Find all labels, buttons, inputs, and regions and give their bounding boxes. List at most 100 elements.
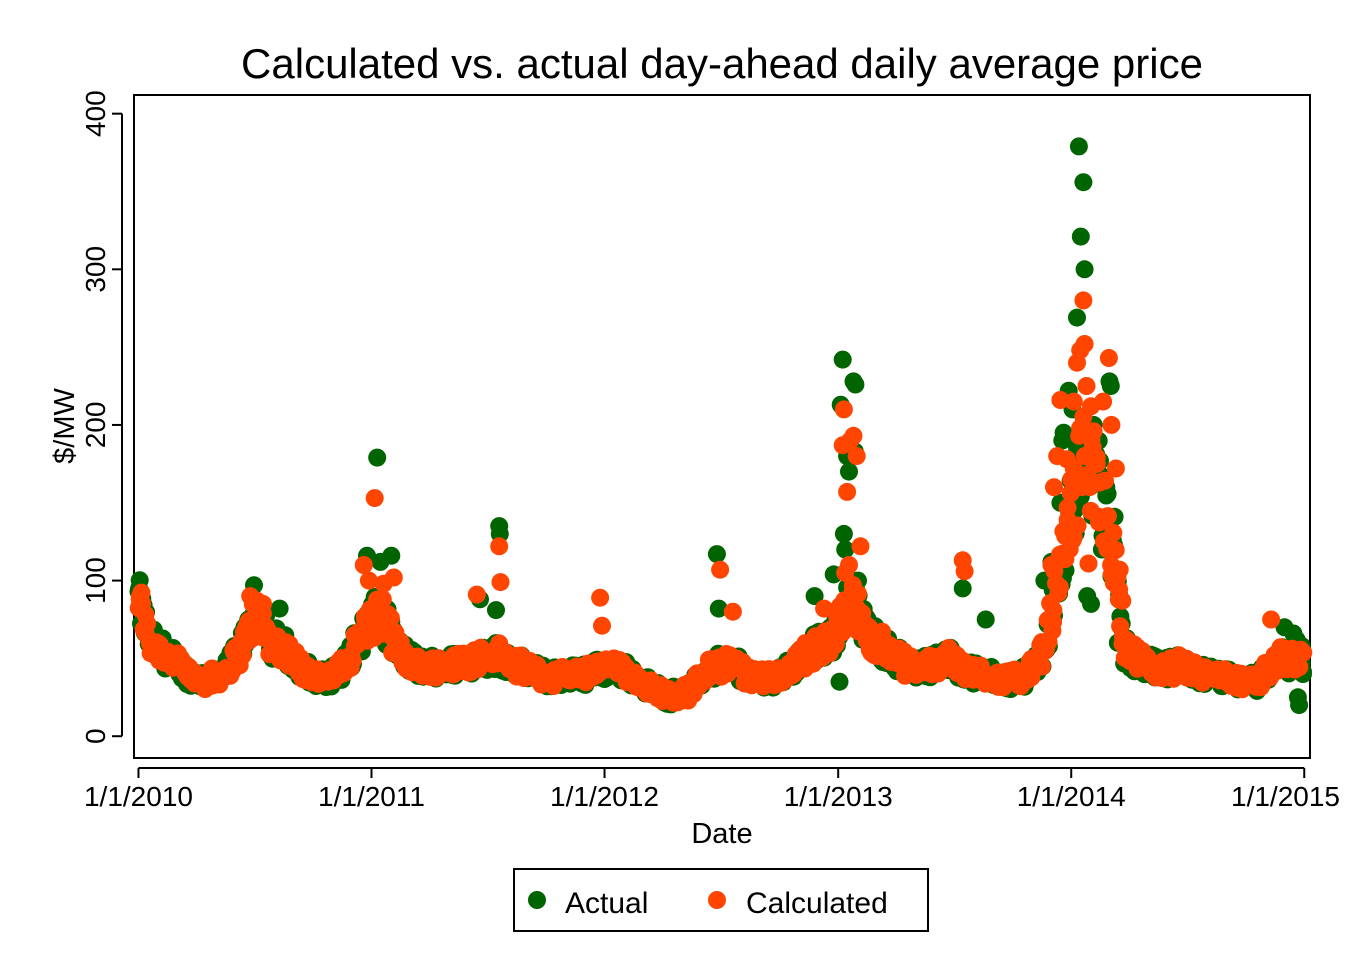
actual-point bbox=[1054, 423, 1073, 442]
calculated-point bbox=[381, 609, 400, 627]
x-tick-label: 1/1/2015 bbox=[1231, 781, 1340, 812]
actual-point bbox=[1075, 260, 1094, 279]
y-tick-label: 400 bbox=[80, 90, 111, 137]
calculated-point bbox=[254, 594, 272, 613]
x-tick-label: 1/1/2014 bbox=[1017, 781, 1126, 812]
calculated-point bbox=[1094, 392, 1113, 411]
calculated-point bbox=[1068, 516, 1087, 535]
actual-point bbox=[1290, 696, 1309, 715]
calculated-point bbox=[1110, 560, 1129, 579]
calculated-point bbox=[1099, 349, 1118, 367]
actual-point bbox=[1068, 308, 1086, 327]
y-axis-label: $/MW bbox=[49, 388, 81, 464]
calculated-point bbox=[359, 571, 378, 590]
x-tick-label: 1/1/2013 bbox=[784, 781, 893, 812]
actual-point bbox=[840, 462, 858, 481]
calculated-point bbox=[1062, 470, 1081, 489]
actual-point bbox=[1101, 377, 1120, 395]
calculated-point bbox=[1058, 498, 1077, 517]
calculated-point bbox=[1106, 541, 1125, 559]
calculated-point bbox=[1087, 454, 1106, 473]
actual-point bbox=[1069, 137, 1088, 156]
calculated-point bbox=[1090, 473, 1109, 492]
actual-point bbox=[368, 448, 387, 467]
calculated-point bbox=[1051, 391, 1070, 409]
actual-point bbox=[1071, 227, 1090, 246]
calculated-point bbox=[1032, 657, 1051, 676]
calculated-point bbox=[1064, 392, 1083, 411]
calculated-point bbox=[1113, 591, 1132, 610]
actual-point bbox=[709, 599, 728, 618]
calculated-point bbox=[490, 537, 509, 556]
calculated-point bbox=[1290, 658, 1309, 677]
actual-point bbox=[833, 350, 852, 369]
calculated-point bbox=[1077, 377, 1096, 395]
actual-point bbox=[1074, 173, 1093, 192]
calculated-point bbox=[354, 556, 373, 574]
actual-point bbox=[976, 610, 995, 629]
calculated-point bbox=[849, 584, 867, 603]
calculated-point bbox=[1098, 507, 1117, 526]
actual-point bbox=[805, 587, 824, 606]
calculated-point bbox=[1102, 415, 1121, 434]
calculated-point bbox=[723, 602, 742, 621]
calculated-point bbox=[138, 614, 157, 633]
y-axis: 0 100 200 300 400 bbox=[80, 90, 123, 744]
y-tick-label: 300 bbox=[80, 246, 111, 293]
calculated-point bbox=[840, 556, 858, 574]
calculated-point bbox=[1057, 450, 1076, 469]
actual-point bbox=[382, 546, 401, 565]
calculated-point bbox=[373, 590, 392, 609]
legend-frame bbox=[513, 868, 929, 932]
calculated-point bbox=[847, 447, 866, 466]
calculated-point bbox=[491, 573, 510, 592]
calculated-point bbox=[838, 482, 857, 501]
calculated-point bbox=[1084, 422, 1103, 441]
y-tick-label: 0 bbox=[80, 728, 111, 744]
actual-point bbox=[1082, 594, 1100, 613]
calculated-point bbox=[1294, 643, 1313, 662]
calculated-point bbox=[1050, 578, 1069, 597]
x-axis-label: Date bbox=[691, 818, 752, 850]
calculated-point bbox=[343, 651, 362, 670]
calculated-points bbox=[129, 291, 1313, 712]
calculated-point bbox=[467, 585, 486, 604]
legend-marker-actual bbox=[528, 891, 546, 909]
calculated-point bbox=[1042, 556, 1061, 574]
calculated-point bbox=[1045, 478, 1063, 497]
calculated-point bbox=[851, 537, 870, 556]
calculated-point bbox=[834, 400, 853, 419]
actual-point bbox=[270, 599, 289, 618]
calculated-point bbox=[1075, 335, 1094, 353]
y-tick-label: 100 bbox=[80, 557, 111, 604]
calculated-point bbox=[593, 616, 611, 635]
actual-point bbox=[836, 540, 855, 559]
y-axis-label-group: $/MW bbox=[49, 388, 81, 464]
calculated-point bbox=[955, 562, 974, 581]
calculated-point bbox=[1104, 523, 1123, 542]
calculated-point bbox=[1079, 554, 1098, 573]
x-tick-label: 1/1/2012 bbox=[550, 781, 659, 812]
calculated-point bbox=[815, 599, 834, 618]
legend-marker-calculated bbox=[708, 891, 726, 909]
x-axis: 1/1/2010 1/1/2011 1/1/2012 1/1/2013 1/1/2014… bbox=[84, 767, 1340, 812]
calculated-point bbox=[1044, 613, 1063, 631]
x-tick-label: 1/1/2010 bbox=[84, 781, 193, 812]
actual-point bbox=[487, 601, 505, 620]
calculated-point bbox=[130, 590, 149, 609]
calculated-point bbox=[365, 489, 384, 508]
calculated-point bbox=[711, 560, 730, 579]
x-tick-label: 1/1/2011 bbox=[318, 781, 425, 812]
actual-point bbox=[707, 545, 726, 564]
calculated-point bbox=[1074, 291, 1093, 310]
actual-point bbox=[834, 524, 853, 543]
chart-title: Calculated vs. actual day-ahead daily av… bbox=[241, 40, 1203, 87]
calculated-point bbox=[844, 426, 863, 445]
actual-point bbox=[953, 579, 972, 598]
y-tick-label: 200 bbox=[80, 402, 111, 449]
calculated-point bbox=[1262, 610, 1281, 629]
legend: Actual Calculated bbox=[513, 868, 929, 932]
calculated-point bbox=[233, 646, 252, 665]
calculated-point bbox=[591, 588, 610, 607]
